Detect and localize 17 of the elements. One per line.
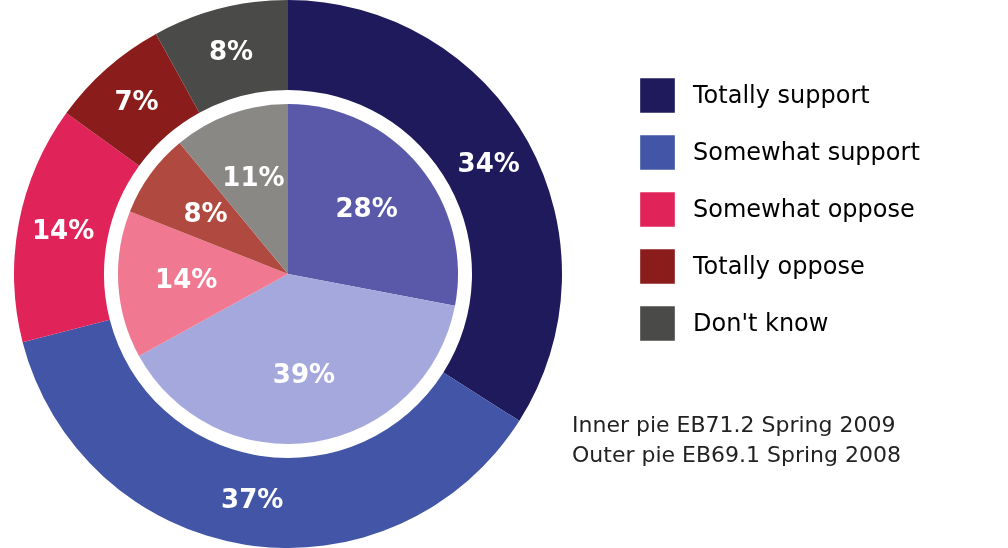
legend-label: Totally oppose bbox=[692, 251, 865, 280]
text: Inner pie EB71.2 Spring 2009 bbox=[572, 411, 897, 439]
legend-label: Somewhat oppose bbox=[693, 194, 915, 223]
data-label: 7% bbox=[114, 86, 159, 117]
legend-label: Somewhat support bbox=[693, 137, 920, 166]
data-label: 8% bbox=[183, 198, 228, 229]
data-label: 8% bbox=[208, 36, 254, 67]
data-label: 39% bbox=[272, 358, 336, 389]
legend-label: Don't know bbox=[693, 308, 829, 337]
data-label: 28% bbox=[335, 192, 398, 223]
data-label: 14% bbox=[31, 215, 95, 246]
data-label: 37% bbox=[221, 484, 284, 515]
data-label: 14% bbox=[155, 264, 218, 295]
data-label: 11% bbox=[222, 162, 285, 193]
legend-label: Totally support bbox=[692, 80, 870, 109]
data-label: 34% bbox=[457, 147, 520, 178]
text: Outer pie EB69.1 Spring 2008 bbox=[572, 441, 902, 469]
